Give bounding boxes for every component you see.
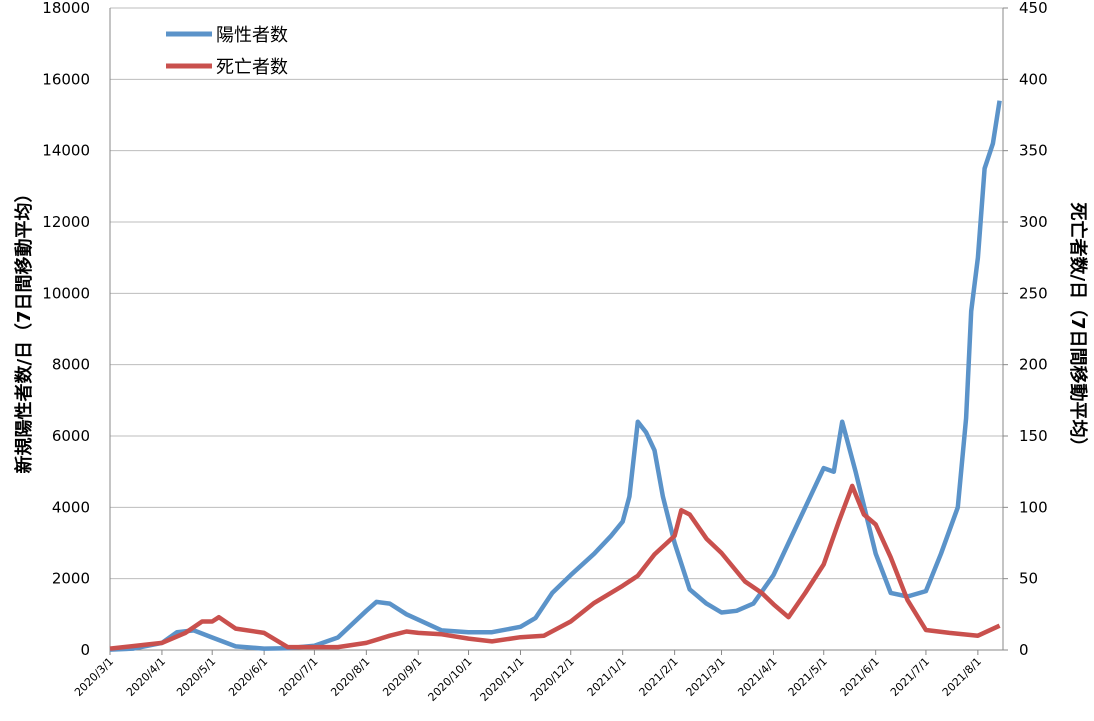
legend-label: 死亡者数	[216, 57, 288, 78]
x-tick-label: 2020/12/1	[528, 655, 577, 704]
y2-tick-label: 350	[1019, 142, 1048, 160]
y-tick-label: 2000	[52, 570, 90, 588]
y2-tick-label: 450	[1019, 0, 1048, 17]
y2-tick-label: 50	[1019, 570, 1038, 588]
y-tick-label: 6000	[52, 427, 90, 445]
x-tick-label: 2020/6/1	[226, 655, 270, 699]
y-tick-label: 8000	[52, 356, 90, 374]
x-tick-label: 2021/1/1	[585, 655, 629, 699]
x-tick-label: 2021/7/1	[888, 655, 932, 699]
series-line	[109, 100, 1002, 652]
y-axis-title: 新規陽性者数/日（7日間移動平均）	[13, 184, 35, 473]
y-tick-label: 14000	[42, 142, 90, 160]
y-tick-label: 12000	[42, 213, 90, 231]
x-tick-label: 2020/7/1	[276, 655, 320, 699]
x-tick-label: 2021/8/1	[940, 655, 984, 699]
y2-tick-label: 100	[1019, 498, 1048, 516]
legend-label: 陽性者数	[216, 25, 288, 46]
x-tick-label: 2020/11/1	[478, 655, 527, 704]
y-tick-label: 18000	[42, 0, 90, 17]
y2-tick-label: 300	[1019, 213, 1048, 231]
y2-tick-label: 400	[1019, 70, 1048, 88]
x-tick-label: 2020/10/1	[426, 655, 475, 704]
x-tick-label: 2020/9/1	[380, 655, 424, 699]
x-tick-label: 2021/6/1	[838, 655, 882, 699]
x-tick-label: 2020/3/1	[72, 655, 116, 699]
y2-tick-label: 150	[1019, 427, 1048, 445]
x-tick-label: 2021/4/1	[735, 655, 779, 699]
x-tick-label: 2021/2/1	[637, 655, 681, 699]
x-tick-label: 2020/5/1	[174, 655, 218, 699]
series-line	[109, 483, 1001, 651]
y2-tick-label: 200	[1019, 356, 1048, 374]
x-tick-label: 2021/3/1	[684, 655, 728, 699]
y-tick-label: 4000	[52, 498, 90, 516]
x-tick-label: 2020/4/1	[124, 655, 168, 699]
x-tick-label: 2020/8/1	[328, 655, 372, 699]
y-tick-label: 10000	[42, 284, 90, 302]
x-tick-label: 2021/5/1	[786, 655, 830, 699]
y-tick-label: 0	[80, 641, 90, 659]
y-tick-label: 16000	[42, 70, 90, 88]
y2-tick-label: 250	[1019, 284, 1048, 302]
y2-axis-title: 死亡者数/日（7日間移動平均）	[1067, 202, 1089, 455]
y2-tick-label: 0	[1019, 641, 1029, 659]
